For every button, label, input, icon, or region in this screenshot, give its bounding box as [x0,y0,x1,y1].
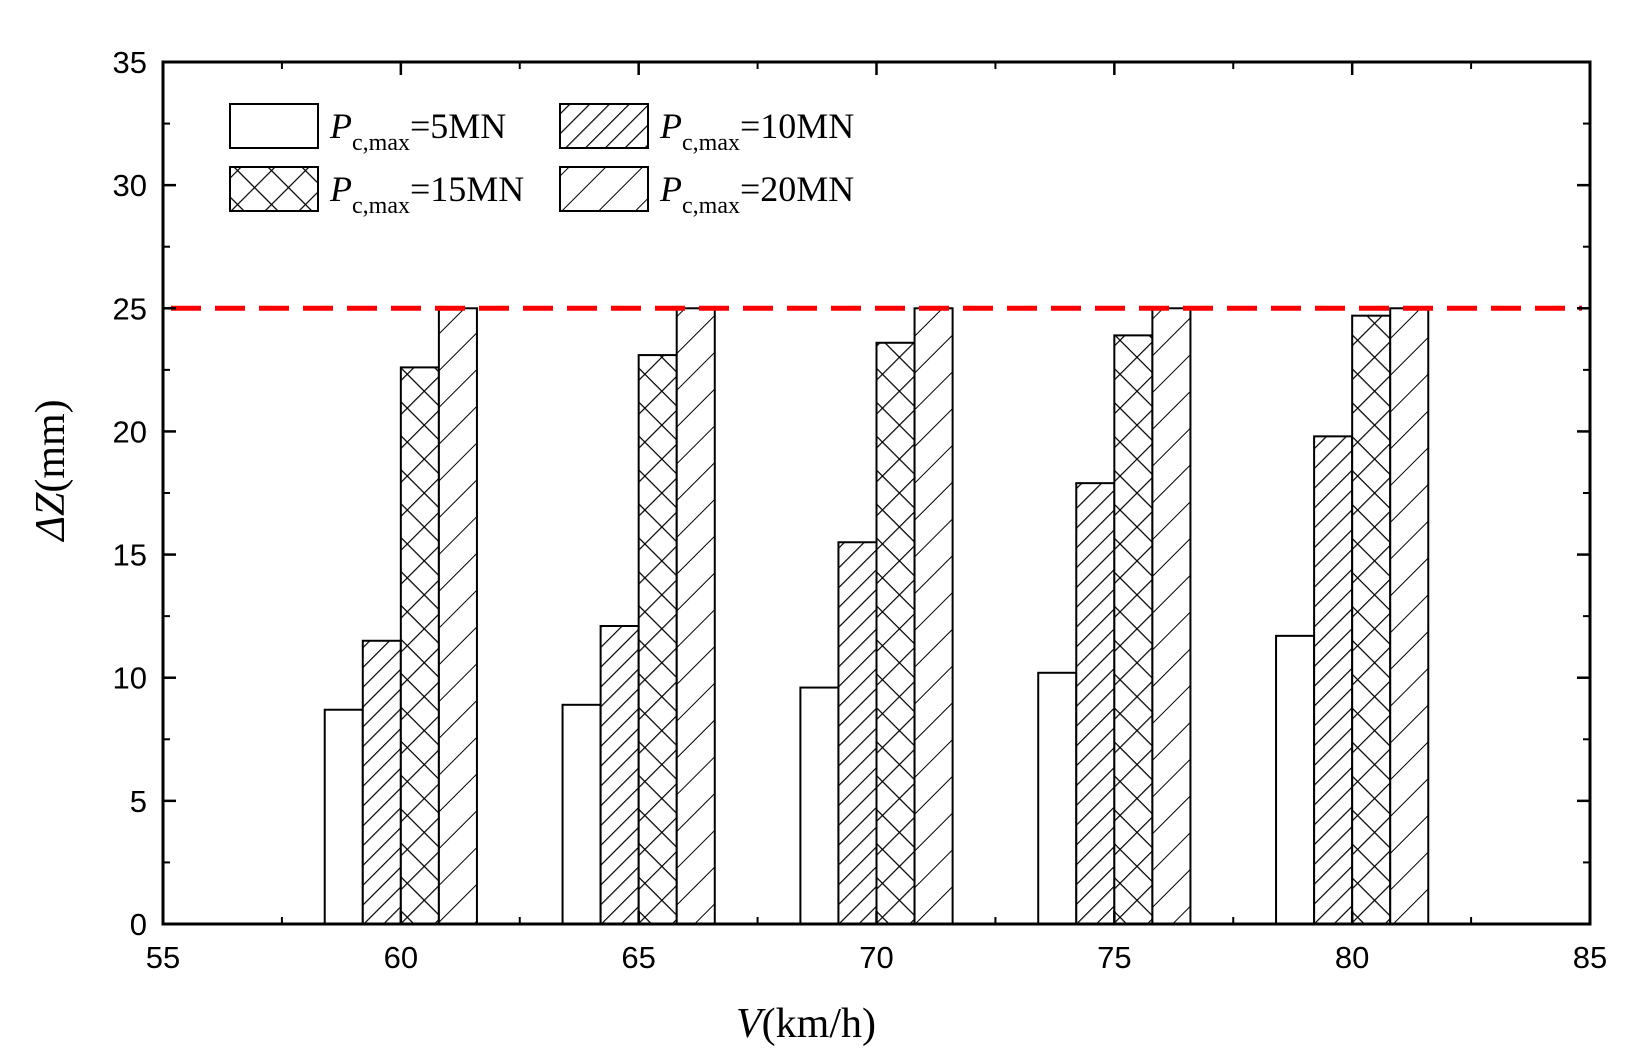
y-tick-label: 5 [130,784,147,819]
bar [637,354,678,925]
bar [1313,435,1354,925]
legend-swatch [559,166,649,212]
bar [1075,482,1116,925]
legend-label: Pc,max=5MN [329,106,506,156]
legend-swatch [229,166,319,212]
y-tick-label: 0 [130,907,147,942]
bar [1151,307,1192,925]
bar [361,639,402,925]
y-axis-title: ΔZ(mm) [28,399,74,542]
x-tick-label: 80 [1335,940,1369,975]
y-tick-label: 15 [113,538,147,573]
x-tick-label: 65 [621,940,655,975]
x-tick-label: 70 [859,940,893,975]
bar [599,624,640,925]
bar [1389,307,1430,925]
x-tick-label: 85 [1573,940,1607,975]
bar [1275,634,1316,925]
bar [561,703,602,926]
legend-item: Pc,max=20MN [559,166,854,219]
legend-item: Pc,max=15MN [229,166,524,219]
x-tick-label: 75 [1097,940,1131,975]
x-axis-title: V(km/h) [736,1001,876,1047]
bar [1351,314,1392,926]
y-tick-label: 30 [113,168,147,203]
bar [1037,671,1078,925]
bar [437,307,478,925]
y-tick-label: 25 [113,291,147,326]
bar [675,307,716,925]
y-tick-label: 20 [113,414,147,449]
bar [1113,334,1154,925]
bars-group [323,307,1430,926]
legend-label: Pc,max=15MN [329,169,524,219]
legend: Pc,max=5MN Pc,max=10MN Pc,max=15MN Pc,ma… [229,103,854,219]
legend-item: Pc,max=5MN [229,103,506,156]
bar [913,307,954,925]
bar [875,341,916,926]
ticks-group: 55 60 65 70 75 80 85 0 5 10 15 20 25 30 35 [113,45,1608,975]
bar [837,541,878,925]
legend-swatch [559,103,649,149]
bar [399,366,440,925]
legend-label: Pc,max=20MN [659,169,854,219]
bar [799,686,840,926]
legend-label: Pc,max=10MN [659,106,854,156]
x-tick-label: 55 [146,940,180,975]
y-tick-label: 10 [113,661,147,696]
bar [323,708,364,926]
legend-swatch [229,103,319,149]
legend-item: Pc,max=10MN [559,103,854,156]
y-tick-label: 35 [113,45,147,80]
x-tick-label: 60 [384,940,418,975]
